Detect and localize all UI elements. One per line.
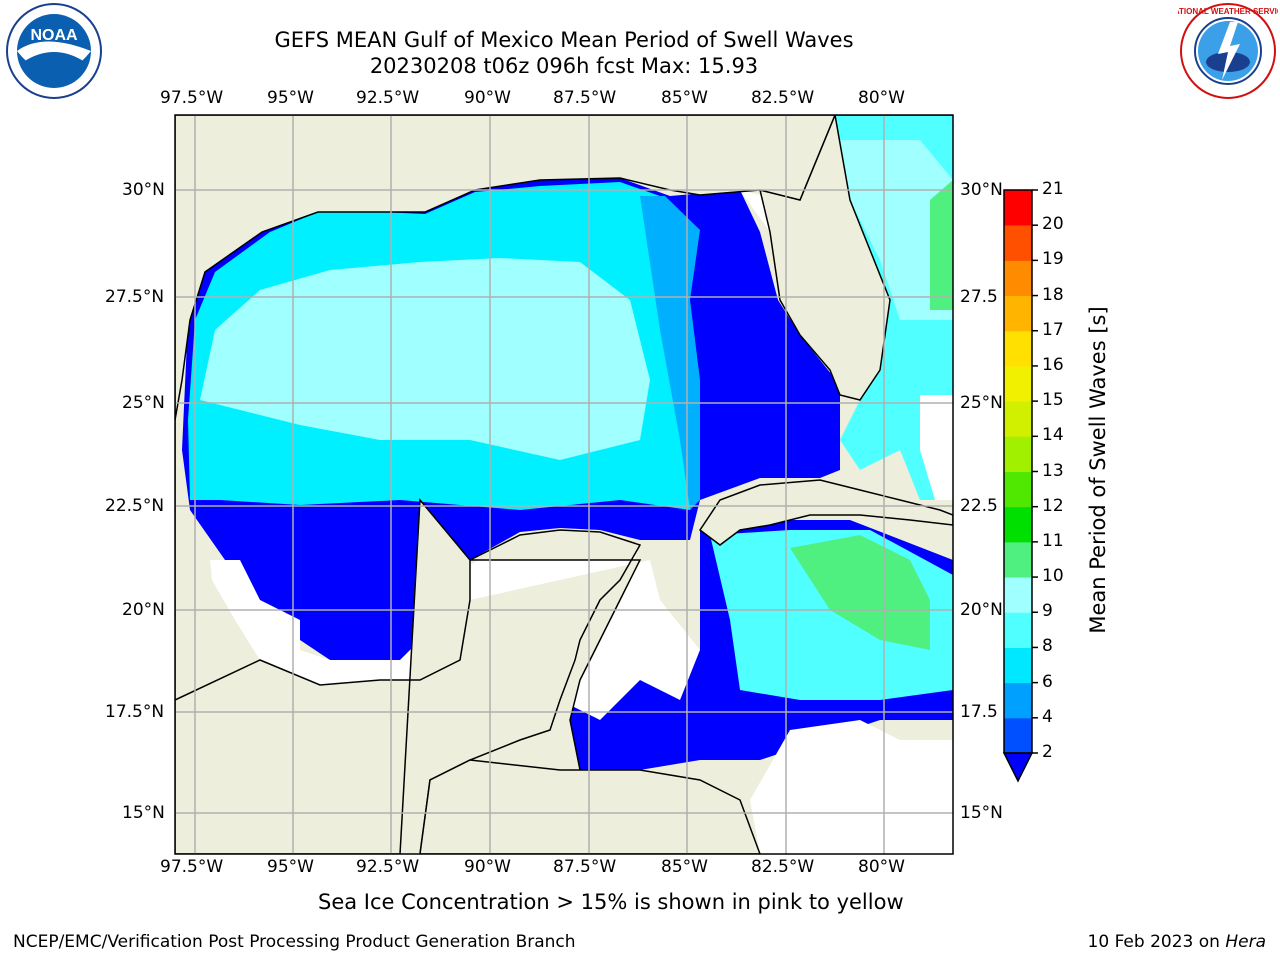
colorbar-segment [1004, 682, 1032, 719]
caribbean-shallow [750, 720, 953, 854]
host-name: Hera [1225, 932, 1266, 952]
caribbean-green-zone [790, 535, 930, 650]
colorbar-segment [1004, 225, 1032, 261]
florida-peninsula [758, 115, 891, 401]
gulf-transition-zone [640, 196, 700, 510]
lat-label-right: 30°N [960, 180, 1003, 200]
lon-label-bottom: 80°W [858, 857, 905, 877]
lat-label-right: 20°N [960, 600, 1003, 620]
colorbar-segment [1004, 260, 1032, 297]
colorbar-tick-label: 10 [1042, 566, 1064, 587]
colorbar-tick-label: 9 [1042, 601, 1053, 622]
colorbar [1002, 189, 1038, 783]
colorbar-tick-label: 16 [1042, 354, 1064, 375]
colorbar-tick-label: 8 [1042, 636, 1053, 657]
colorbar-tick-label: 17 [1042, 319, 1064, 340]
colorbar-tick-label: 11 [1042, 530, 1064, 551]
lon-label-top: 82.5°W [751, 88, 815, 108]
noaa-logo: NOAA [6, 3, 102, 99]
central-america [419, 759, 761, 854]
lat-label-right: 25°N [960, 393, 1003, 413]
sea-ice-caption: Sea Ice Concentration > 15% is shown in … [318, 890, 904, 914]
map-frame [174, 114, 954, 855]
cuba [698, 479, 953, 546]
colorbar-tick-label: 4 [1042, 706, 1053, 727]
lat-label-left: 17.5°N [105, 702, 165, 722]
atlantic-lightcyan-zone [840, 140, 953, 320]
lat-label-left: 20°N [122, 600, 165, 620]
map-title: GEFS MEAN Gulf of Mexico Mean Period of … [274, 28, 854, 52]
lat-label-right: 17.5 [960, 702, 998, 722]
graticule [175, 115, 953, 854]
date-line: 10 Feb 2023 on Hera [1088, 932, 1266, 952]
colorbar-segment [1004, 577, 1032, 613]
lat-label-right: 27.5 [960, 287, 998, 307]
mexico-shelf-shallow [210, 560, 470, 685]
credit-line: NCEP/EMC/Verification Post Processing Pr… [13, 932, 576, 952]
campeche-bank-shallow [470, 532, 700, 720]
lon-label-bottom: 95°W [267, 857, 314, 877]
mexico-mainland [175, 115, 471, 854]
lat-label-left: 27.5°N [105, 287, 165, 307]
map-subtitle: 20230208 t06z 096h fcst Max: 15.93 [369, 54, 759, 78]
bahamas-shallow [920, 395, 953, 500]
lon-label-top: 90°W [464, 88, 511, 108]
colorbar-label: Mean Period of Swell Waves [s] [1086, 306, 1110, 634]
lat-label-right: 15°N [960, 803, 1003, 823]
colorbar-segment [1004, 612, 1032, 648]
lat-label-left: 25°N [122, 393, 165, 413]
colorbar-extend-arrow [1002, 752, 1034, 783]
colorbar-tick-label: 6 [1042, 671, 1053, 692]
lon-label-bottom: 92.5°W [356, 857, 420, 877]
lat-label-left: 22.5°N [105, 496, 165, 516]
colorbar-segment [1004, 647, 1032, 684]
nws-logo-text: NATIONAL WEATHER SERVICE [1178, 7, 1278, 16]
colorbar-segment [1004, 401, 1032, 437]
colorbar-segment [1004, 541, 1032, 578]
date-text: 10 Feb 2023 on [1087, 932, 1220, 952]
lon-label-top: 97.5°W [160, 88, 224, 108]
colorbar-tick-label: 18 [1042, 284, 1064, 305]
lat-label-left: 15°N [122, 803, 165, 823]
colorbar-segment [1004, 436, 1032, 472]
colorbar-tick-label: 12 [1042, 495, 1064, 516]
colorbar-tick-label: 15 [1042, 390, 1064, 411]
colorbar-segment [1004, 295, 1032, 332]
colorbar-tick-label: 14 [1042, 425, 1064, 446]
colorbar-segment [1004, 471, 1032, 508]
colorbar-segment [1004, 365, 1032, 402]
colorbar-segment [1004, 330, 1032, 367]
lon-label-top: 95°W [267, 88, 314, 108]
lon-label-bottom: 82.5°W [751, 857, 815, 877]
colorbar-tick-label: 2 [1042, 742, 1053, 762]
colorbar-segment [1004, 717, 1032, 754]
noaa-logo-text: NOAA [30, 27, 78, 44]
lon-label-bottom: 87.5°W [553, 857, 617, 877]
colorbar-tick-label: 20 [1042, 214, 1064, 235]
colorbar-tick-label: 19 [1042, 249, 1064, 270]
nws-logo: NATIONAL WEATHER SERVICE [1178, 3, 1278, 99]
lat-label-left: 30°N [122, 180, 165, 200]
lon-label-top: 87.5°W [553, 88, 617, 108]
lon-label-top: 80°W [858, 88, 905, 108]
atlantic-green-zone [930, 180, 953, 310]
lon-label-bottom: 97.5°W [160, 857, 224, 877]
lon-label-bottom: 85°W [661, 857, 708, 877]
colorbar-segment [1004, 190, 1032, 226]
colorbar-tick-label: 13 [1042, 460, 1064, 481]
gulf-lightcyan-zone [200, 258, 650, 460]
colorbar-segment [1004, 506, 1032, 543]
lat-label-right: 22.5 [960, 496, 998, 516]
lon-label-bottom: 90°W [464, 857, 511, 877]
lon-label-top: 85°W [661, 88, 708, 108]
lon-label-top: 92.5°W [356, 88, 420, 108]
colorbar-tick-label: 21 [1042, 179, 1064, 199]
